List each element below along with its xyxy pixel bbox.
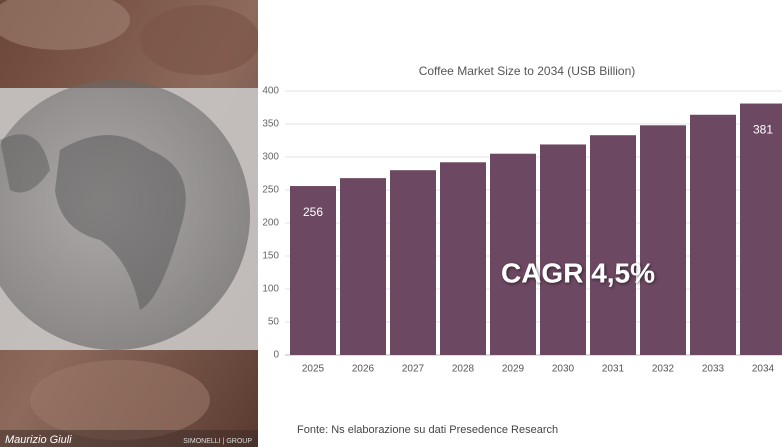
bar: [290, 186, 336, 355]
bar: [490, 153, 536, 355]
brand: SIMONELLI | GROUP: [183, 438, 252, 445]
y-tick-label: 400: [262, 86, 279, 97]
x-tick-label: 2034: [752, 364, 775, 375]
x-tick-label: 2030: [552, 364, 575, 375]
data-label: 381: [753, 123, 773, 137]
x-tick-label: 2033: [702, 364, 725, 375]
y-tick-label: 150: [262, 251, 279, 262]
author: Maurizio Giuli: [5, 434, 72, 446]
x-tick-label: 2029: [502, 364, 525, 375]
y-tick-label: 300: [262, 152, 279, 163]
bar: [340, 178, 386, 355]
x-tick-label: 2032: [652, 364, 675, 375]
y-tick-label: 200: [262, 218, 279, 229]
chart-title: Coffee Market Size to 2034 (USB Billion): [419, 64, 636, 78]
y-tick-label: 100: [262, 284, 279, 295]
bar: [390, 170, 436, 355]
y-tick-label: 50: [268, 317, 280, 328]
y-tick-label: 250: [262, 185, 279, 196]
bar: [440, 162, 486, 355]
bar: [740, 103, 782, 355]
y-tick-label: 0: [273, 350, 279, 361]
source: Fonte: Ns elaborazione su dati Presedenc…: [297, 424, 558, 436]
bar: [590, 135, 636, 355]
bar: [540, 144, 586, 355]
bar: [640, 125, 686, 355]
data-label: 256: [303, 205, 323, 219]
x-tick-label: 2027: [402, 364, 425, 375]
y-tick-label: 350: [262, 119, 279, 130]
x-tick-label: 2031: [602, 364, 625, 375]
x-tick-label: 2025: [302, 364, 325, 375]
x-tick-label: 2028: [452, 364, 475, 375]
photo-panel: Maurizio Giuli SIMONELLI | GROUP: [0, 0, 258, 447]
chart: 0 50 100 150 200 250 300 350 400 2025 256 2026 2027 2…: [262, 86, 782, 375]
annotation: CAGR 4,5%: [501, 257, 655, 288]
bar: [690, 114, 736, 355]
x-tick-label: 2026: [352, 364, 375, 375]
